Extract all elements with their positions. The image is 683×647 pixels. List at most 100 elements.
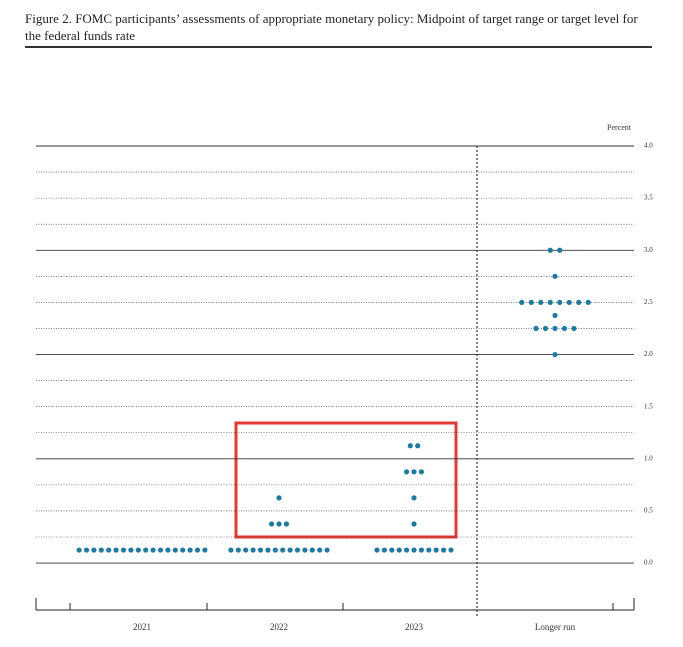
dot (418, 469, 424, 475)
y-axis-label: Percent (607, 123, 632, 132)
dot (552, 325, 558, 332)
dot (113, 547, 119, 553)
dot-row (374, 547, 454, 553)
dot (585, 299, 591, 306)
y-tick-label: 2.0 (644, 350, 653, 358)
dot (448, 547, 454, 553)
dot (309, 547, 315, 553)
dot (411, 547, 417, 553)
dot (411, 521, 417, 527)
dot (187, 547, 193, 553)
dot (294, 547, 301, 553)
dot (441, 547, 447, 553)
dot (407, 443, 413, 449)
dot (283, 521, 289, 527)
dot (150, 547, 156, 553)
chart-title: Figure 2. FOMC participants’ assessments… (25, 11, 638, 43)
dot (265, 547, 271, 553)
dot-row (76, 547, 208, 553)
dot-row (552, 351, 558, 358)
y-tick-label: 3.5 (644, 194, 653, 202)
dot (280, 547, 286, 553)
dot (415, 443, 421, 449)
dot (528, 299, 534, 306)
x-tick-label: 2021 (133, 622, 151, 632)
dot-row (552, 273, 558, 279)
dot (426, 547, 432, 553)
dot (302, 547, 308, 553)
dot (381, 547, 387, 553)
dot (243, 547, 249, 553)
dot (272, 547, 278, 553)
dot (83, 547, 90, 553)
dot-row (411, 521, 417, 527)
dot (157, 547, 164, 553)
dot (180, 547, 186, 553)
dot (374, 547, 380, 553)
dot (557, 299, 563, 306)
dot (561, 325, 568, 332)
title-rule (25, 46, 652, 48)
dot (76, 547, 82, 553)
dot (128, 547, 134, 553)
dot (250, 547, 256, 553)
dot (257, 547, 264, 553)
dot (98, 547, 104, 553)
dot (269, 521, 275, 527)
dot (519, 299, 525, 306)
dot-row (404, 469, 424, 475)
dot (411, 469, 417, 475)
dot-row (407, 443, 421, 449)
dot (557, 247, 563, 253)
dot (552, 312, 558, 319)
dot (120, 547, 127, 553)
dot (404, 547, 410, 553)
dot-row (519, 299, 591, 306)
y-tick-label: 1.5 (644, 402, 653, 410)
dot (135, 547, 141, 553)
dot (276, 495, 282, 501)
y-tick-label: 3.0 (644, 246, 653, 254)
dot (576, 299, 582, 306)
y-tick-label: 2.5 (644, 298, 653, 306)
dot (276, 521, 282, 527)
dot-row (411, 495, 417, 501)
dot (542, 325, 549, 332)
dot (317, 547, 323, 553)
dot (533, 325, 539, 332)
y-tick-label: 0.0 (644, 559, 653, 567)
x-tick-label: 2023 (405, 622, 424, 632)
dot (552, 273, 558, 279)
dot (418, 547, 424, 553)
highlight-box (234, 421, 458, 539)
dot (287, 547, 293, 553)
x-tick-label: 2022 (270, 622, 288, 632)
dot-row (269, 521, 289, 527)
dot (571, 325, 577, 332)
dot (324, 547, 330, 553)
dot (566, 299, 572, 306)
dot (143, 547, 149, 553)
dot-row (547, 247, 563, 253)
dot (172, 547, 178, 553)
dot (547, 299, 553, 306)
dot (433, 547, 439, 553)
y-tick-label: 0.5 (644, 507, 653, 515)
dot (194, 547, 201, 553)
dot (228, 547, 234, 553)
dot (404, 469, 410, 475)
dot (91, 547, 97, 553)
dot-row (276, 495, 282, 501)
dot-row (552, 312, 558, 319)
dot (396, 547, 402, 553)
dot-row (228, 547, 330, 553)
dot (538, 299, 544, 306)
dot-row (533, 325, 577, 332)
dot (552, 351, 558, 358)
y-tick-label: 1.0 (644, 454, 653, 462)
dot (547, 247, 553, 253)
dot (106, 547, 112, 553)
dot (202, 547, 208, 553)
x-tick-label: Longer run (535, 622, 576, 632)
